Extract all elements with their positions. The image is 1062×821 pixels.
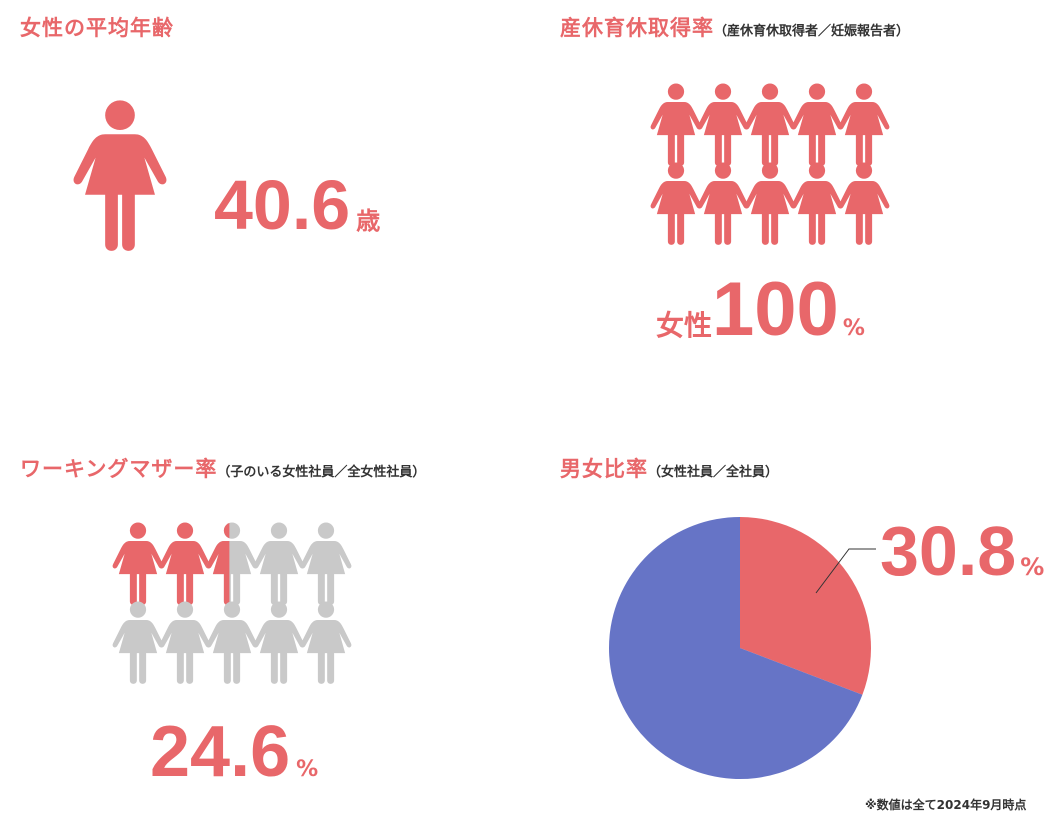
parental-leave-icon-grid bbox=[650, 83, 890, 245]
female-person-icon bbox=[838, 83, 890, 166]
female-person-icon bbox=[697, 162, 749, 245]
gender-ratio-value-block: 30.8% bbox=[880, 516, 1044, 586]
female-person-icon bbox=[650, 83, 702, 166]
female-person-icon bbox=[300, 522, 352, 605]
parental-leave-value: 100 bbox=[712, 267, 839, 352]
female-person-icon bbox=[159, 522, 211, 605]
female-person-icon bbox=[838, 162, 890, 245]
parental-leave-title: 産休育休取得率 bbox=[560, 16, 714, 40]
gender-ratio-title: 男女比率 bbox=[560, 457, 648, 481]
parental-leave-subtitle: （産休育休取得者／妊娠報告者） bbox=[714, 24, 910, 39]
working-mothers-subtitle: （子のいる女性社員／全女性社員） bbox=[217, 465, 426, 480]
parental-leave-unit: % bbox=[842, 316, 865, 341]
gender-ratio-value: 30.8 bbox=[880, 512, 1017, 590]
parental-leave-prefix: 女性 bbox=[656, 309, 713, 342]
gender-ratio-unit: % bbox=[1020, 553, 1045, 581]
female-person-icon bbox=[253, 601, 305, 684]
female-person-icon bbox=[791, 162, 843, 245]
working-mothers-value-block: 24.6% bbox=[150, 716, 318, 788]
working-mothers-title-block: ワーキングマザー率（子のいる女性社員／全女性社員） bbox=[20, 453, 425, 483]
female-person-icon bbox=[744, 83, 796, 166]
gender-ratio-title-block: 男女比率（女性社員／全社員） bbox=[560, 453, 778, 483]
female-person-icon bbox=[112, 522, 164, 605]
female-person-icon bbox=[206, 522, 258, 605]
female-person-icon bbox=[159, 601, 211, 684]
gender-ratio-subtitle: （女性社員／全社員） bbox=[648, 465, 779, 480]
parental-leave-title-block: 産休育休取得率（産休育休取得者／妊娠報告者） bbox=[560, 12, 909, 42]
female-person-icon bbox=[791, 83, 843, 166]
female-person-icon bbox=[73, 100, 167, 251]
pie-leader-line bbox=[815, 548, 876, 594]
female-person-icon bbox=[206, 601, 258, 684]
avg-age-title: 女性の平均年齢 bbox=[20, 16, 174, 40]
female-person-icon bbox=[744, 162, 796, 245]
parental-leave-value-block: 女性100% bbox=[656, 272, 865, 348]
female-person-icon bbox=[300, 601, 352, 684]
working-mothers-value: 24.6 bbox=[150, 712, 291, 792]
female-person-icon bbox=[650, 162, 702, 245]
gender-ratio-pie-chart bbox=[609, 517, 871, 779]
footnote: ※数値は全て2024年9月時点 bbox=[865, 798, 1027, 812]
working-mothers-icon-grid bbox=[112, 522, 352, 684]
working-mothers-title: ワーキングマザー率 bbox=[20, 457, 218, 481]
female-person-icon bbox=[112, 601, 164, 684]
working-mothers-unit: % bbox=[296, 757, 319, 782]
avg-age-unit: 歳 bbox=[356, 207, 381, 235]
pie-slice-1 bbox=[609, 517, 863, 779]
avg-age-value: 40.6 bbox=[214, 166, 351, 244]
avg-age-value-block: 40.6 歳 bbox=[214, 170, 380, 240]
pie-slice-0 bbox=[740, 517, 871, 695]
female-person-icon bbox=[253, 522, 305, 605]
female-person-icon bbox=[697, 83, 749, 166]
